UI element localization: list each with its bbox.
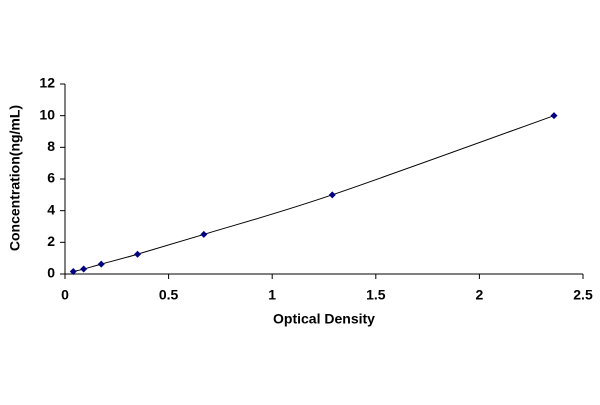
point bbox=[200, 230, 208, 238]
point bbox=[97, 260, 105, 268]
x-tick-label: 2.5 bbox=[573, 287, 593, 303]
point bbox=[134, 250, 142, 258]
y-tick-label: 8 bbox=[47, 138, 55, 154]
y-tick-label: 10 bbox=[39, 106, 55, 122]
y-axis-label: Concentration(ng/mL) bbox=[7, 105, 23, 251]
x-tick-label: 0 bbox=[61, 287, 69, 303]
curve bbox=[73, 115, 555, 273]
point bbox=[69, 268, 77, 276]
y-tick-label: 2 bbox=[47, 233, 55, 249]
x-tick-label: 0.5 bbox=[159, 287, 179, 303]
x-tick-label: 1 bbox=[268, 287, 276, 303]
point bbox=[80, 265, 88, 273]
point bbox=[328, 191, 336, 199]
y-tick-label: 0 bbox=[47, 265, 55, 281]
x-tick-label: 2 bbox=[476, 287, 484, 303]
y-tick-label: 6 bbox=[47, 170, 55, 186]
x-tick-label: 1.5 bbox=[366, 287, 386, 303]
y-tick-label: 4 bbox=[47, 201, 55, 217]
y-tick-label: 12 bbox=[39, 75, 55, 91]
point bbox=[550, 112, 558, 120]
x-axis-label: Optical Density bbox=[273, 311, 375, 327]
